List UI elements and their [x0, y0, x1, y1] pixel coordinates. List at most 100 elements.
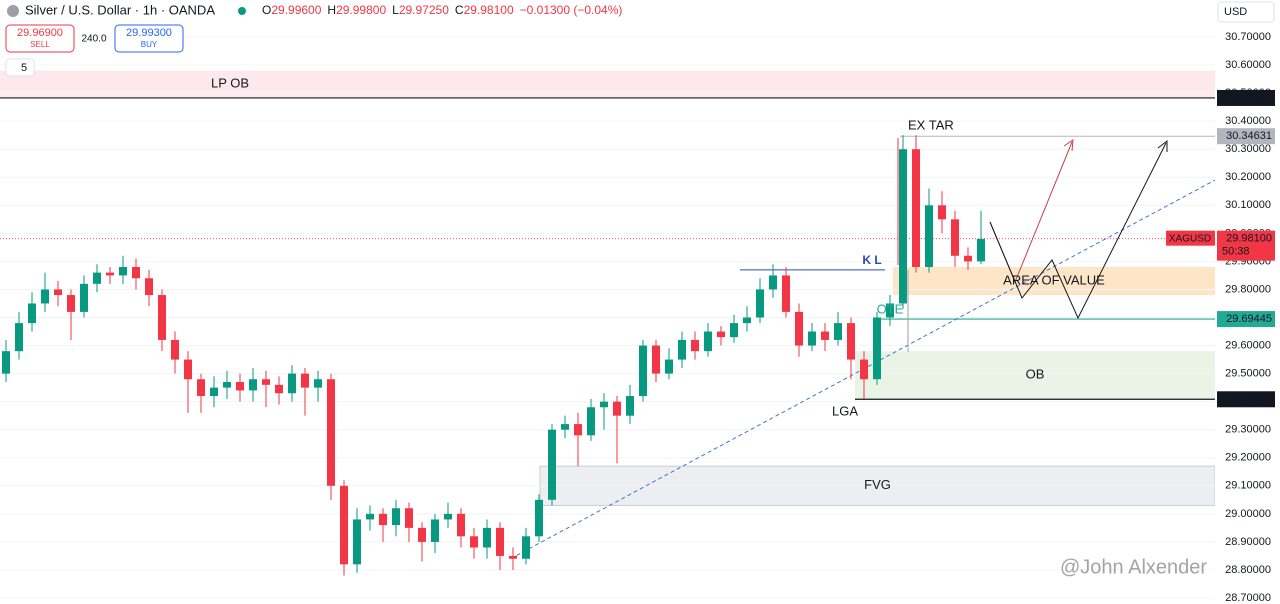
body: [67, 295, 75, 312]
watermark: @John Alxender: [1060, 556, 1207, 578]
body: [652, 345, 660, 374]
y-tick-label: 29.00000: [1225, 508, 1271, 520]
y-tick-label: 30.10000: [1225, 199, 1271, 211]
ote-label: OTE: [877, 301, 904, 316]
body: [54, 289, 62, 296]
level-label: 30.34631: [1226, 130, 1272, 142]
body: [197, 379, 205, 397]
zone-label: FVG: [864, 477, 891, 492]
body: [912, 149, 920, 268]
level-label: 29.69445: [1226, 313, 1272, 325]
body: [873, 317, 881, 380]
candles: [2, 135, 985, 576]
body: [691, 339, 699, 352]
body: [171, 339, 179, 360]
y-tick-label: 28.90000: [1225, 536, 1271, 548]
y-tick-label: 30.40000: [1225, 115, 1271, 127]
body: [938, 205, 946, 220]
body: [405, 508, 413, 528]
body: [2, 351, 10, 374]
symbol-icon: [7, 5, 19, 17]
body: [366, 513, 374, 520]
projection: [897, 138, 1168, 352]
body: [626, 396, 634, 416]
spread: 240.0: [81, 34, 106, 45]
body: [678, 339, 686, 360]
labels: LP OB AREA OF VALUE OB FVG K L EX TAR OTE LGA: [211, 76, 1105, 492]
buy-button[interactable]: [114, 24, 184, 53]
body: [782, 275, 790, 312]
body: [834, 323, 842, 340]
currency-select[interactable]: [1217, 1, 1275, 23]
current-price-label: 29.98100: [1226, 233, 1272, 245]
zone: [855, 351, 1215, 400]
key-level-label: K L: [862, 253, 881, 267]
indicator-toggle[interactable]: [5, 58, 35, 77]
buy-label: BUY: [141, 40, 158, 49]
market-status: [238, 7, 246, 15]
body: [821, 331, 829, 340]
body: [535, 499, 543, 537]
body: [236, 382, 244, 391]
body: [743, 317, 751, 324]
body: [444, 513, 452, 520]
body: [886, 303, 894, 318]
body: [756, 289, 764, 318]
body: [249, 379, 257, 391]
level-label-bg: [1217, 128, 1275, 145]
symbol-title[interactable]: Silver / U.S. Dollar · 1h · OANDA: [25, 2, 215, 17]
body: [340, 485, 348, 565]
y-tick-label: 29.10000: [1225, 480, 1271, 492]
y-tick-label: 30.30000: [1225, 143, 1271, 155]
projection-path: [989, 142, 1167, 320]
indicator-count: 5: [21, 62, 27, 74]
body: [964, 255, 972, 262]
body: [613, 401, 621, 416]
arrow-head: [1157, 139, 1168, 152]
body: [15, 323, 23, 352]
body: [561, 424, 569, 430]
body: [262, 379, 270, 385]
body: [925, 205, 933, 268]
symbol-tag-text: XAGUSD: [1169, 233, 1211, 244]
body: [184, 359, 192, 380]
body: [353, 519, 361, 565]
y-tick-label: 30.70000: [1225, 31, 1271, 43]
body: [327, 379, 335, 486]
change: −0.01300 (−0.04%): [520, 3, 623, 17]
body: [392, 508, 400, 526]
level-label: 29.40843: [1226, 393, 1272, 405]
body: [106, 272, 114, 276]
body: [301, 373, 309, 388]
ohlc-value: 29.99800: [336, 3, 386, 17]
body: [41, 289, 49, 304]
body: [808, 331, 816, 346]
body: [860, 359, 868, 380]
body: [665, 359, 673, 374]
ohlc: O29.99600 H29.99800 L29.97250 C29.98100 −0.0…: [262, 3, 622, 17]
body: [769, 275, 777, 290]
body: [574, 424, 582, 436]
level-label: 30.48267: [1226, 92, 1272, 104]
sell-button[interactable]: [5, 24, 75, 53]
y-tick-label: 29.80000: [1225, 283, 1271, 295]
body: [314, 379, 322, 388]
sell-label: SELL: [30, 40, 50, 49]
zone: [893, 267, 1215, 296]
body: [119, 267, 127, 276]
body: [899, 149, 907, 304]
zone-label: LP OB: [211, 76, 249, 91]
ohlc-key: C: [455, 3, 464, 17]
body: [93, 272, 101, 284]
body: [548, 429, 556, 500]
body: [80, 283, 88, 312]
body: [795, 311, 803, 346]
body: [28, 303, 36, 324]
current-price-bg: [1217, 230, 1275, 261]
zone-label: OB: [1026, 367, 1045, 382]
y-tick-label: 30.60000: [1225, 59, 1271, 71]
y-tick-label: 28.80000: [1225, 564, 1271, 576]
target-label: EX TAR: [908, 117, 954, 132]
currency: USD: [1224, 6, 1247, 18]
